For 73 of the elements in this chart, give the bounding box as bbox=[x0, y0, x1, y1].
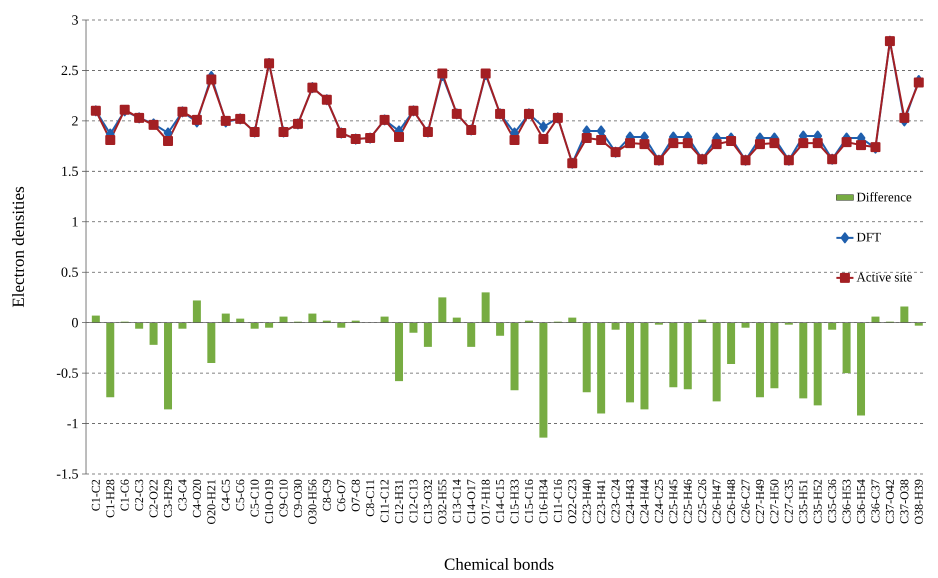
x-tick-label: C4-O20 bbox=[192, 480, 201, 518]
x-tick-label: C2-O22 bbox=[150, 480, 158, 518]
x-tick-label: C12-C13 bbox=[409, 480, 418, 523]
x-tick-label: C36-H53 bbox=[842, 480, 851, 524]
x-tick-label: C5-C6 bbox=[236, 480, 244, 511]
y-tick-label: 3 bbox=[72, 15, 78, 25]
x-tick-label: C9-O30 bbox=[294, 480, 302, 518]
x-tick-label: C36-H54 bbox=[856, 479, 866, 524]
x-tick-label: C24-H43 bbox=[626, 480, 634, 524]
x-tick-label: C24-H44 bbox=[640, 479, 648, 524]
x-tick-label: C11-C12 bbox=[380, 480, 389, 522]
y-tick-label: 0 bbox=[72, 318, 78, 328]
x-tick-label: C13-O32 bbox=[424, 480, 432, 524]
x-tick-label: O7-C8 bbox=[352, 480, 360, 512]
x-tick-label: C26-H48 bbox=[727, 480, 736, 524]
x-tick-label: O30-H56 bbox=[308, 480, 316, 524]
y-axis-title: Electron densities bbox=[12, 186, 24, 308]
x-tick-label: C5-C10 bbox=[250, 480, 259, 517]
x-tick-label: C10-O19 bbox=[265, 480, 274, 524]
x-tick-label: C36-C37 bbox=[871, 480, 880, 523]
x-tick-label: O17-H18 bbox=[482, 480, 490, 524]
y-tick-label: -1.5 bbox=[56, 469, 78, 479]
x-tick-label: O22-C23 bbox=[568, 480, 576, 524]
x-tick-label: O38-H39 bbox=[914, 480, 923, 524]
x-tick-label: C25-C26 bbox=[698, 480, 706, 523]
x-tick-label: C35-H51 bbox=[799, 480, 808, 524]
y-tick-label: 2 bbox=[72, 116, 78, 126]
x-axis-title: Chemical bonds bbox=[444, 558, 554, 570]
x-tick-label: C1-C2 bbox=[92, 480, 100, 511]
y-tick-label: -0.5 bbox=[56, 368, 78, 378]
legend-label: DFT bbox=[856, 232, 881, 242]
x-tick-label: C25-H46 bbox=[684, 480, 692, 524]
y-tick-label: -1 bbox=[67, 418, 78, 428]
y-tick-label: 1.5 bbox=[62, 166, 78, 176]
y-tick-label: 1 bbox=[72, 217, 78, 226]
x-tick-label: C6-O7 bbox=[337, 480, 346, 512]
x-tick-label: C37-O38 bbox=[900, 480, 908, 524]
x-tick-label: C26-H47 bbox=[712, 480, 721, 524]
x-tick-label: C35-C36 bbox=[828, 480, 836, 523]
x-tick-label: O20-H21 bbox=[207, 480, 216, 524]
y-tick-label: 0.5 bbox=[62, 267, 78, 277]
x-tick-label: C9-C10 bbox=[279, 480, 288, 517]
x-tick-label: C8-C11 bbox=[366, 480, 374, 516]
x-tick-label: C1-H28 bbox=[106, 480, 114, 518]
x-tick-label: C14-C15 bbox=[496, 480, 504, 523]
x-tick-label: C1-C6 bbox=[120, 480, 129, 511]
x-tick-label: C27-H50 bbox=[770, 480, 778, 524]
x-tick-label: C27-C35 bbox=[784, 480, 793, 523]
x-tick-label: C23-C24 bbox=[612, 479, 620, 523]
x-tick-label: C14-O17 bbox=[467, 480, 476, 524]
x-tick-label: C2-C3 bbox=[135, 480, 144, 511]
x-tick-label: O32-H55 bbox=[438, 480, 446, 524]
x-tick-label: C23-H41 bbox=[597, 480, 606, 524]
x-tick-label: C12-H31 bbox=[394, 480, 404, 524]
x-tick-label: C24-C25 bbox=[654, 480, 663, 523]
x-tick-label: C8-C9 bbox=[322, 480, 331, 511]
x-tick-label: C23-H40 bbox=[582, 480, 591, 524]
x-tick-label: C13-C14 bbox=[452, 479, 461, 523]
x-tick-label: C3-C4 bbox=[178, 479, 186, 511]
legend-label: Difference bbox=[856, 192, 912, 202]
x-tick-label: C27-H49 bbox=[756, 480, 764, 524]
x-tick-label: C37-O42 bbox=[886, 480, 894, 524]
x-tick-label: C3-H29 bbox=[164, 480, 172, 518]
legend-label: Active site bbox=[856, 272, 912, 282]
x-tick-label: C11-C16 bbox=[554, 480, 562, 522]
y-tick-label: 2.5 bbox=[62, 66, 78, 76]
x-tick-label: C25-H45 bbox=[669, 480, 678, 524]
x-tick-label: C15-H33 bbox=[510, 480, 519, 524]
x-tick-label: C26-C27 bbox=[741, 480, 750, 523]
x-tick-label: C16-H34 bbox=[539, 479, 548, 524]
x-tick-label: C15-C16 bbox=[524, 480, 533, 523]
x-tick-label: C4-C5 bbox=[222, 480, 230, 511]
x-tick-label: C35-H52 bbox=[814, 480, 822, 524]
